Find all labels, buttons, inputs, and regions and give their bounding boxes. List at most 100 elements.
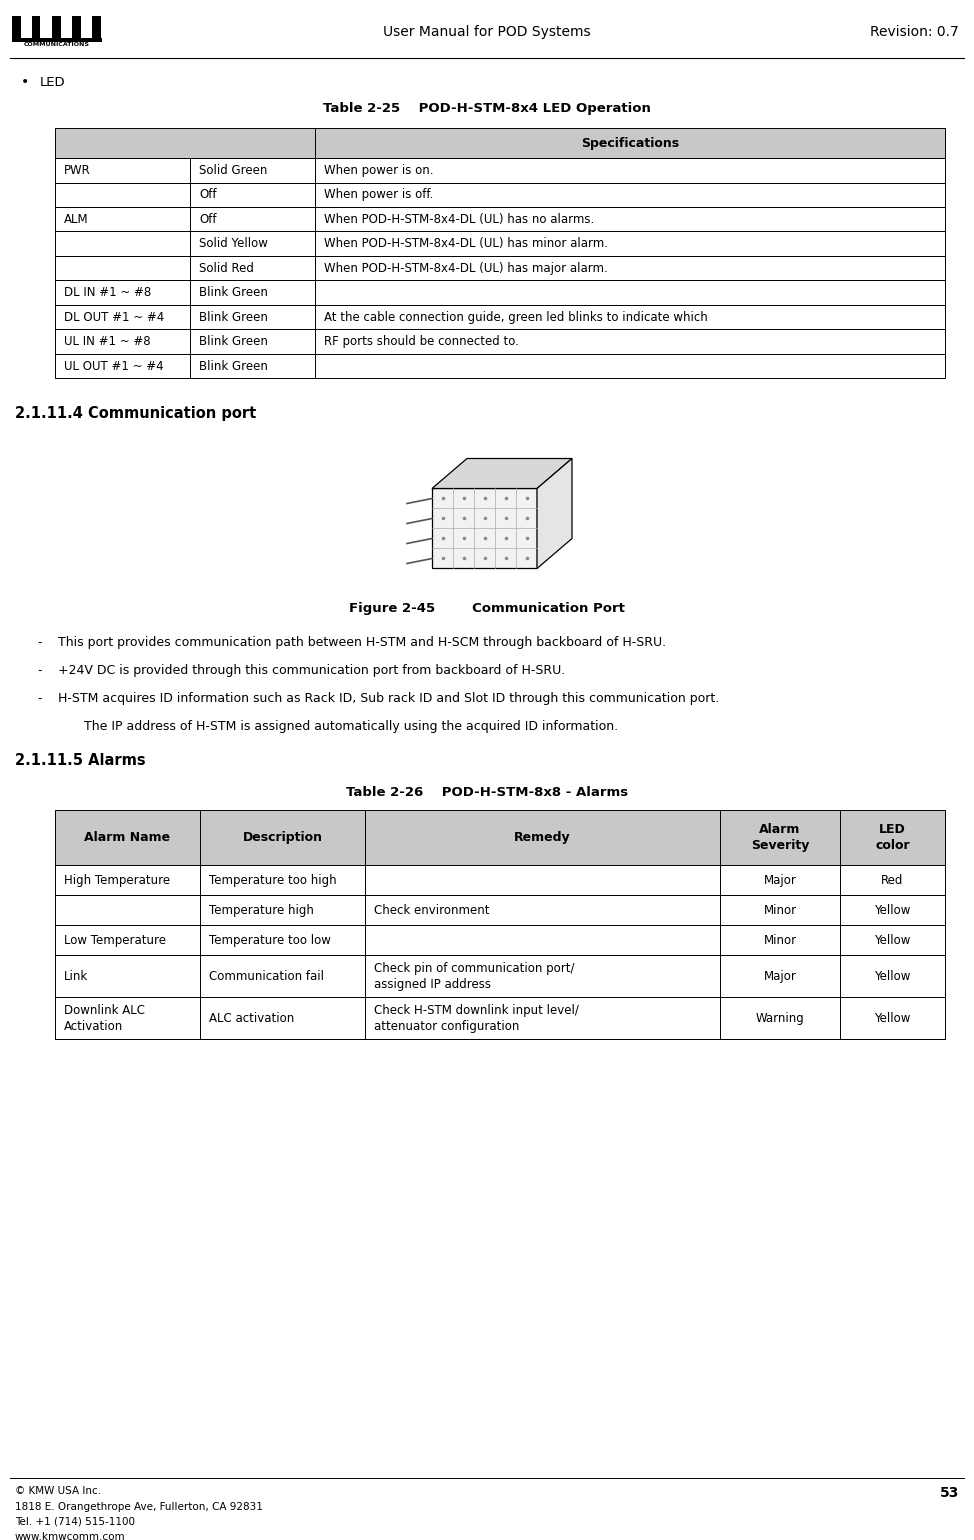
Bar [52,17,60,40]
Text: PWR: PWR [64,163,91,177]
Text: H-STM acquires ID information such as Rack ID, Sub rack ID and Slot ID through t: H-STM acquires ID information such as Ra… [58,693,719,705]
Text: Check pin of communication port/
assigned IP address: Check pin of communication port/ assigne… [374,962,575,992]
Text: Off: Off [199,213,216,226]
Text: Major: Major [764,875,797,887]
Bar [42,17,51,40]
Polygon shape [432,488,537,568]
Text: When POD-H-STM-8x4-DL (UL) has major alarm.: When POD-H-STM-8x4-DL (UL) has major ala… [324,262,608,274]
Text: When POD-H-STM-8x4-DL (UL) has no alarms.: When POD-H-STM-8x4-DL (UL) has no alarms… [324,213,594,226]
Text: Warning: Warning [756,1012,805,1026]
Text: Figure 2-45        Communication Port: Figure 2-45 Communication Port [349,602,625,614]
Text: Check H-STM downlink input level/
attenuator configuration: Check H-STM downlink input level/ attenu… [374,1004,579,1033]
Bar [55,330,945,354]
Bar [55,354,945,379]
Text: Downlink ALC
Activation: Downlink ALC Activation [64,1004,145,1033]
Text: LED: LED [40,75,65,88]
Text: COMMUNICATIONS: COMMUNICATIONS [24,42,90,48]
Text: Yellow: Yellow [875,933,911,947]
Bar [55,128,945,159]
Bar [62,17,70,40]
Text: Solid Yellow: Solid Yellow [199,237,268,249]
Bar [72,17,81,40]
Bar [32,17,41,40]
Text: UL OUT #1 ~ #4: UL OUT #1 ~ #4 [64,360,164,373]
Text: Minor: Minor [764,904,797,916]
Text: Yellow: Yellow [875,1012,911,1026]
Text: Red: Red [881,875,904,887]
Bar [55,305,945,330]
Text: Tel. +1 (714) 515-1100: Tel. +1 (714) 515-1100 [15,1517,135,1528]
Bar [82,17,91,40]
Bar [55,926,945,955]
Text: Revision: 0.7: Revision: 0.7 [870,25,959,38]
Text: This port provides communication path between H-STM and H-SCM through backboard : This port provides communication path be… [58,636,666,650]
Text: -: - [38,693,42,705]
Bar [12,38,102,42]
Text: Blink Green: Blink Green [199,286,268,299]
Text: Check environment: Check environment [374,904,490,916]
Text: The IP address of H-STM is assigned automatically using the acquired ID informat: The IP address of H-STM is assigned auto… [68,721,618,733]
Text: Blink Green: Blink Green [199,336,268,348]
Text: Blink Green: Blink Green [199,360,268,373]
Text: -: - [38,636,42,650]
Text: ALC activation: ALC activation [209,1012,294,1026]
Text: 53: 53 [940,1486,959,1500]
Text: Remedy: Remedy [514,832,571,844]
Bar [55,183,945,206]
Bar [22,17,30,40]
Text: Low Temperature: Low Temperature [64,933,166,947]
Text: When power is on.: When power is on. [324,163,433,177]
Text: When power is off.: When power is off. [324,188,433,202]
Text: Link: Link [64,970,89,983]
Text: ALM: ALM [64,213,89,226]
Bar [10,5,125,48]
Text: Temperature too high: Temperature too high [209,875,337,887]
Bar [12,17,20,40]
Text: LED
color: LED color [876,824,910,853]
Text: When POD-H-STM-8x4-DL (UL) has minor alarm.: When POD-H-STM-8x4-DL (UL) has minor ala… [324,237,608,249]
Text: 1818 E. Orangethrope Ave, Fullerton, CA 92831: 1818 E. Orangethrope Ave, Fullerton, CA … [15,1502,263,1511]
Text: +24V DC is provided through this communication port from backboard of H-SRU.: +24V DC is provided through this communi… [58,664,565,678]
Text: Major: Major [764,970,797,983]
Bar [55,206,945,231]
Text: Solid Red: Solid Red [199,262,254,274]
Text: Table 2-25    POD-H-STM-8x4 LED Operation: Table 2-25 POD-H-STM-8x4 LED Operation [323,102,651,114]
Text: At the cable connection guide, green led blinks to indicate which: At the cable connection guide, green led… [324,311,708,323]
Text: User Manual for POD Systems: User Manual for POD Systems [383,25,591,38]
Text: Minor: Minor [764,933,797,947]
Text: Alarm Name: Alarm Name [85,832,170,844]
Text: www.kmwcomm.com: www.kmwcomm.com [15,1532,126,1540]
Text: Temperature high: Temperature high [209,904,314,916]
Text: RF ports should be connected to.: RF ports should be connected to. [324,336,519,348]
Text: 2.1.11.4 Communication port: 2.1.11.4 Communication port [15,407,256,420]
Text: Solid Green: Solid Green [199,163,268,177]
Text: UL IN #1 ~ #8: UL IN #1 ~ #8 [64,336,151,348]
Text: DL OUT #1 ~ #4: DL OUT #1 ~ #4 [64,311,165,323]
Bar [55,865,945,895]
Text: Yellow: Yellow [875,904,911,916]
Text: Blink Green: Blink Green [199,311,268,323]
Bar [55,231,945,256]
Text: -: - [38,664,42,678]
Text: •: • [20,75,29,89]
Text: Temperature too low: Temperature too low [209,933,331,947]
Bar [55,955,945,998]
Bar [55,256,945,280]
Text: Description: Description [243,832,322,844]
Text: Communication fail: Communication fail [209,970,324,983]
Bar [92,17,100,40]
Text: 2.1.11.5 Alarms: 2.1.11.5 Alarms [15,753,146,768]
Text: © KMW USA Inc.: © KMW USA Inc. [15,1486,101,1495]
Text: DL IN #1 ~ #8: DL IN #1 ~ #8 [64,286,151,299]
Bar [55,998,945,1040]
Text: High Temperature: High Temperature [64,875,170,887]
Text: Table 2-26    POD-H-STM-8x8 - Alarms: Table 2-26 POD-H-STM-8x8 - Alarms [346,785,628,799]
Polygon shape [432,459,572,488]
Text: Alarm
Severity: Alarm Severity [751,824,809,853]
Bar [55,280,945,305]
Text: Specifications: Specifications [581,137,679,149]
Bar [55,810,945,865]
Bar [55,159,945,183]
Bar [55,895,945,926]
Polygon shape [537,459,572,568]
